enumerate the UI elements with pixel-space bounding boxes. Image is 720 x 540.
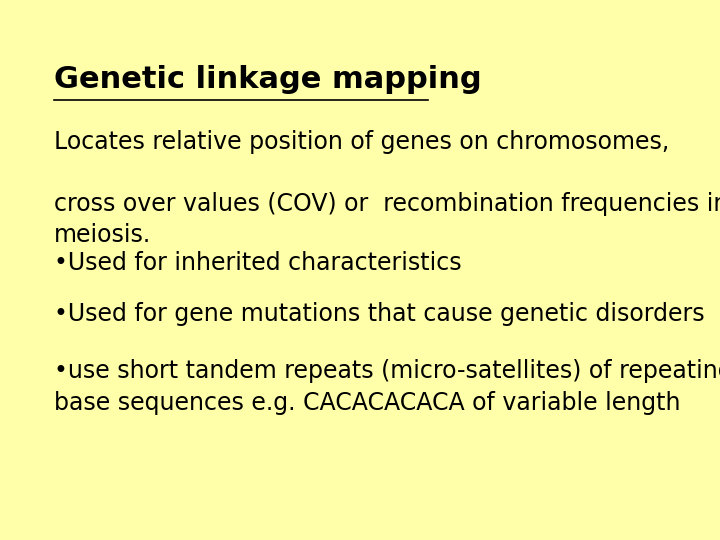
Text: •Used for inherited characteristics: •Used for inherited characteristics xyxy=(54,251,462,275)
Text: Locates relative position of genes on chromosomes,: Locates relative position of genes on ch… xyxy=(54,130,670,153)
Text: Genetic linkage mapping: Genetic linkage mapping xyxy=(54,65,482,94)
Text: cross over values (COV) or  recombination frequencies in
meiosis.: cross over values (COV) or recombination… xyxy=(54,192,720,247)
Text: •Used for gene mutations that cause genetic disorders: •Used for gene mutations that cause gene… xyxy=(54,302,705,326)
Text: •use short tandem repeats (micro-satellites) of repeating
base sequences e.g. CA: •use short tandem repeats (micro-satelli… xyxy=(54,359,720,415)
